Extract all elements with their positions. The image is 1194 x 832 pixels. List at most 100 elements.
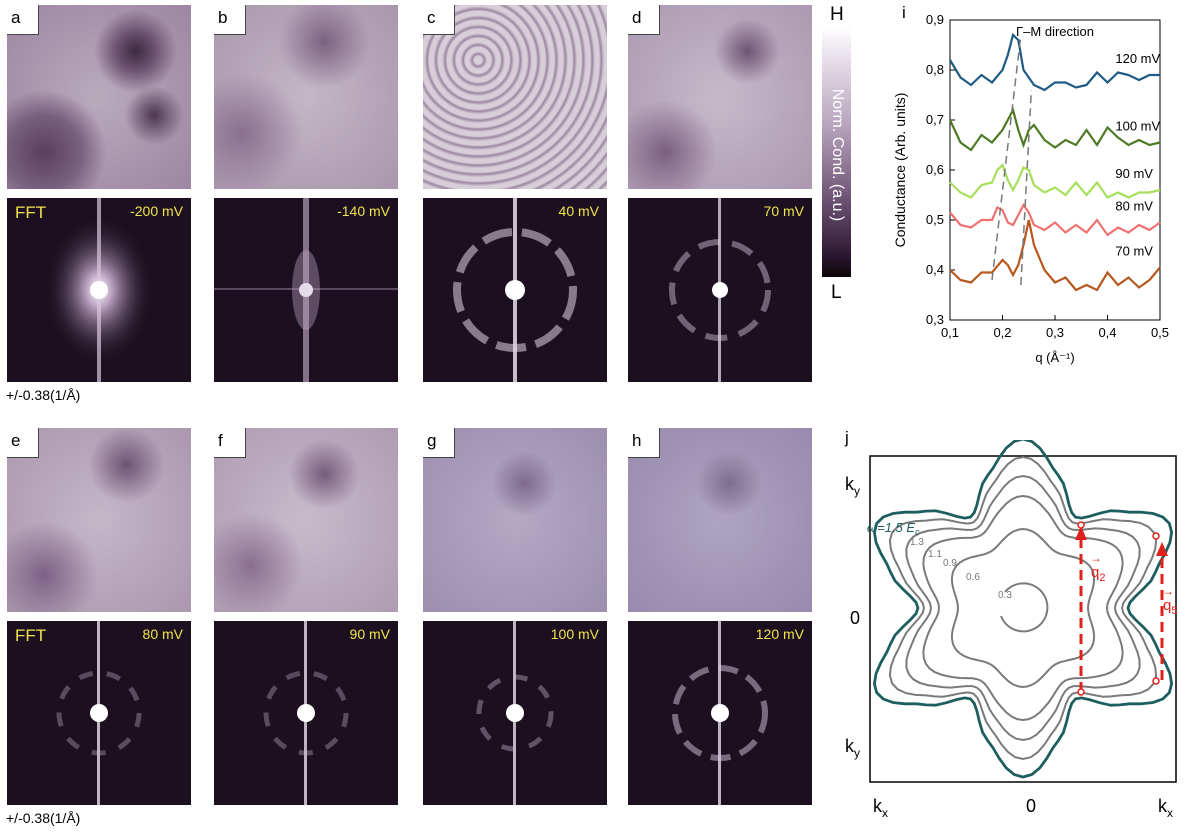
q5-end-dot [1152,677,1160,685]
colorbar [822,27,851,277]
energy-label: 80 mV [142,626,183,642]
fermi-contour-diagram: q2 q5 → → ω=1.5 Ec 1.3 1.1 0.9 0.6 0.3 k… [845,440,1177,820]
q5-start-dot [1152,532,1160,540]
panel-label-f: f [214,428,246,458]
fft-label: FFT [15,626,47,645]
fft-panel-top-4: 70 mV [628,198,812,382]
ky-bottom-label: ky [845,736,860,760]
fft-panel-bottom-4: 120 mV [628,621,812,805]
q2-vector-mark: → [1090,551,1102,565]
stm-image-f: f [214,428,398,612]
series-label: 70 mV [1115,244,1153,259]
contour-ring [905,474,1141,742]
fft-pattern [669,198,771,382]
y-axis-label: Conductance (Arb. units) [892,93,908,248]
contour-label-0-3: 0.3 [998,590,1012,601]
stm-image-c: c [423,5,607,189]
energy-label: -200 mV [130,203,183,219]
q2-end-dot [1077,688,1085,696]
panel-label-d: d [628,5,660,35]
series-line [949,163,1161,199]
fft-scale-top: +/-0.38(1/Å) [6,387,81,403]
kx-right-label: kx [1158,796,1173,820]
fft-pattern [476,621,554,805]
series-label: 90 mV [1115,166,1153,181]
fft-panel-top-3: 40 mV [423,198,607,382]
contour-ring [888,455,1158,761]
stm-image-e: e [7,428,191,612]
y-tick-label: 0,4 [926,262,944,277]
y-tick-label: 0,5 [926,212,944,227]
y-tick-label: 0,3 [926,312,944,327]
zero-x-label: 0 [1026,796,1036,816]
energy-label: -140 mV [337,203,390,219]
series-line [949,219,1161,292]
contour-label-1-3: 1.3 [910,537,924,548]
stm-image-d: d [628,5,812,189]
fft-pattern [672,621,768,805]
stm-image-a: a [7,5,191,189]
contour-label-0-6: 0.6 [966,572,980,583]
series-line [949,202,1161,237]
dashed-guide-line [991,34,1022,281]
x-tick-label: 0,4 [1098,325,1116,340]
conductance-chart: 0,1 0,2 0,3 0,4 0,5 0,3 0,4 0,5 0,6 0,7 0,8 0,9 120 … [892,12,1169,365]
y-tick-label: 0,7 [926,112,944,127]
diagram-frame [869,455,1177,783]
stm-image-b: b [214,5,398,189]
series-line [949,106,1161,152]
contour-label-1-1: 1.1 [928,549,942,560]
gamma-m-annotation: Γ–M direction [1016,24,1094,39]
series-line [949,32,1160,92]
fft-panel-bottom-1: FFT 80 mV [7,621,191,805]
contour-lines [872,440,1174,779]
q2-arrowhead [1075,526,1087,540]
series-label: 120 mV [1115,51,1160,66]
zero-y-label: 0 [850,608,860,628]
q2-label: q2 [1091,564,1105,584]
fft-panel-top-2: -140 mV [214,198,398,382]
panel-label-a: a [7,5,39,35]
x-tick-label: 0,5 [1151,325,1169,340]
fft-panel-bottom-3: 100 mV [423,621,607,805]
energy-label: 120 mV [755,626,804,642]
omega-label: ω=1.5 Ec [867,520,920,537]
panel-label-c: c [423,5,455,35]
stm-image-h: h [628,428,812,612]
energy-label: 40 mV [558,203,599,219]
panel-label-e: e [7,428,39,458]
fft-pattern [214,198,398,382]
y-tick-label: 0,8 [926,62,944,77]
panel-label-b: b [214,5,246,35]
panel-label-j: j [845,428,849,447]
fft-pattern [263,621,349,805]
contour-ring [950,527,1096,689]
contour-ring [872,440,1174,779]
fft-panel-bottom-2: 90 mV [214,621,398,805]
fft-panel-top-1: FFT -200 mV [7,198,191,382]
q5-label: q5 [1163,597,1177,617]
kx-left-label: kx [873,796,888,820]
energy-label: 100 mV [550,626,599,642]
fft-label: FFT [15,203,47,222]
fft-pattern [453,198,577,382]
fft-pattern [44,198,154,382]
series-label: 80 mV [1115,199,1153,214]
fft-pattern [56,621,142,805]
colorbar-high-label: H [830,4,844,25]
colorbar-low-label: L [831,282,842,303]
stm-image-g: g [423,428,607,612]
colorbar-title: Norm. Cond. (a.u.) [829,88,846,222]
energy-label: 70 mV [763,203,804,219]
y-tick-label: 0,6 [926,162,944,177]
x-tick-label: 0,2 [993,325,1011,340]
contour-ring [922,494,1124,722]
q5-vector-mark: → [1162,584,1174,598]
y-tick-label: 0,9 [926,12,944,27]
dashed-guide-line [1020,89,1033,286]
panel-label-g: g [423,428,455,458]
series-label: 100 mV [1115,119,1160,134]
x-tick-label: 0,1 [941,325,959,340]
ky-top-label: ky [845,474,860,498]
contour-label-0-9: 0.9 [943,558,957,569]
